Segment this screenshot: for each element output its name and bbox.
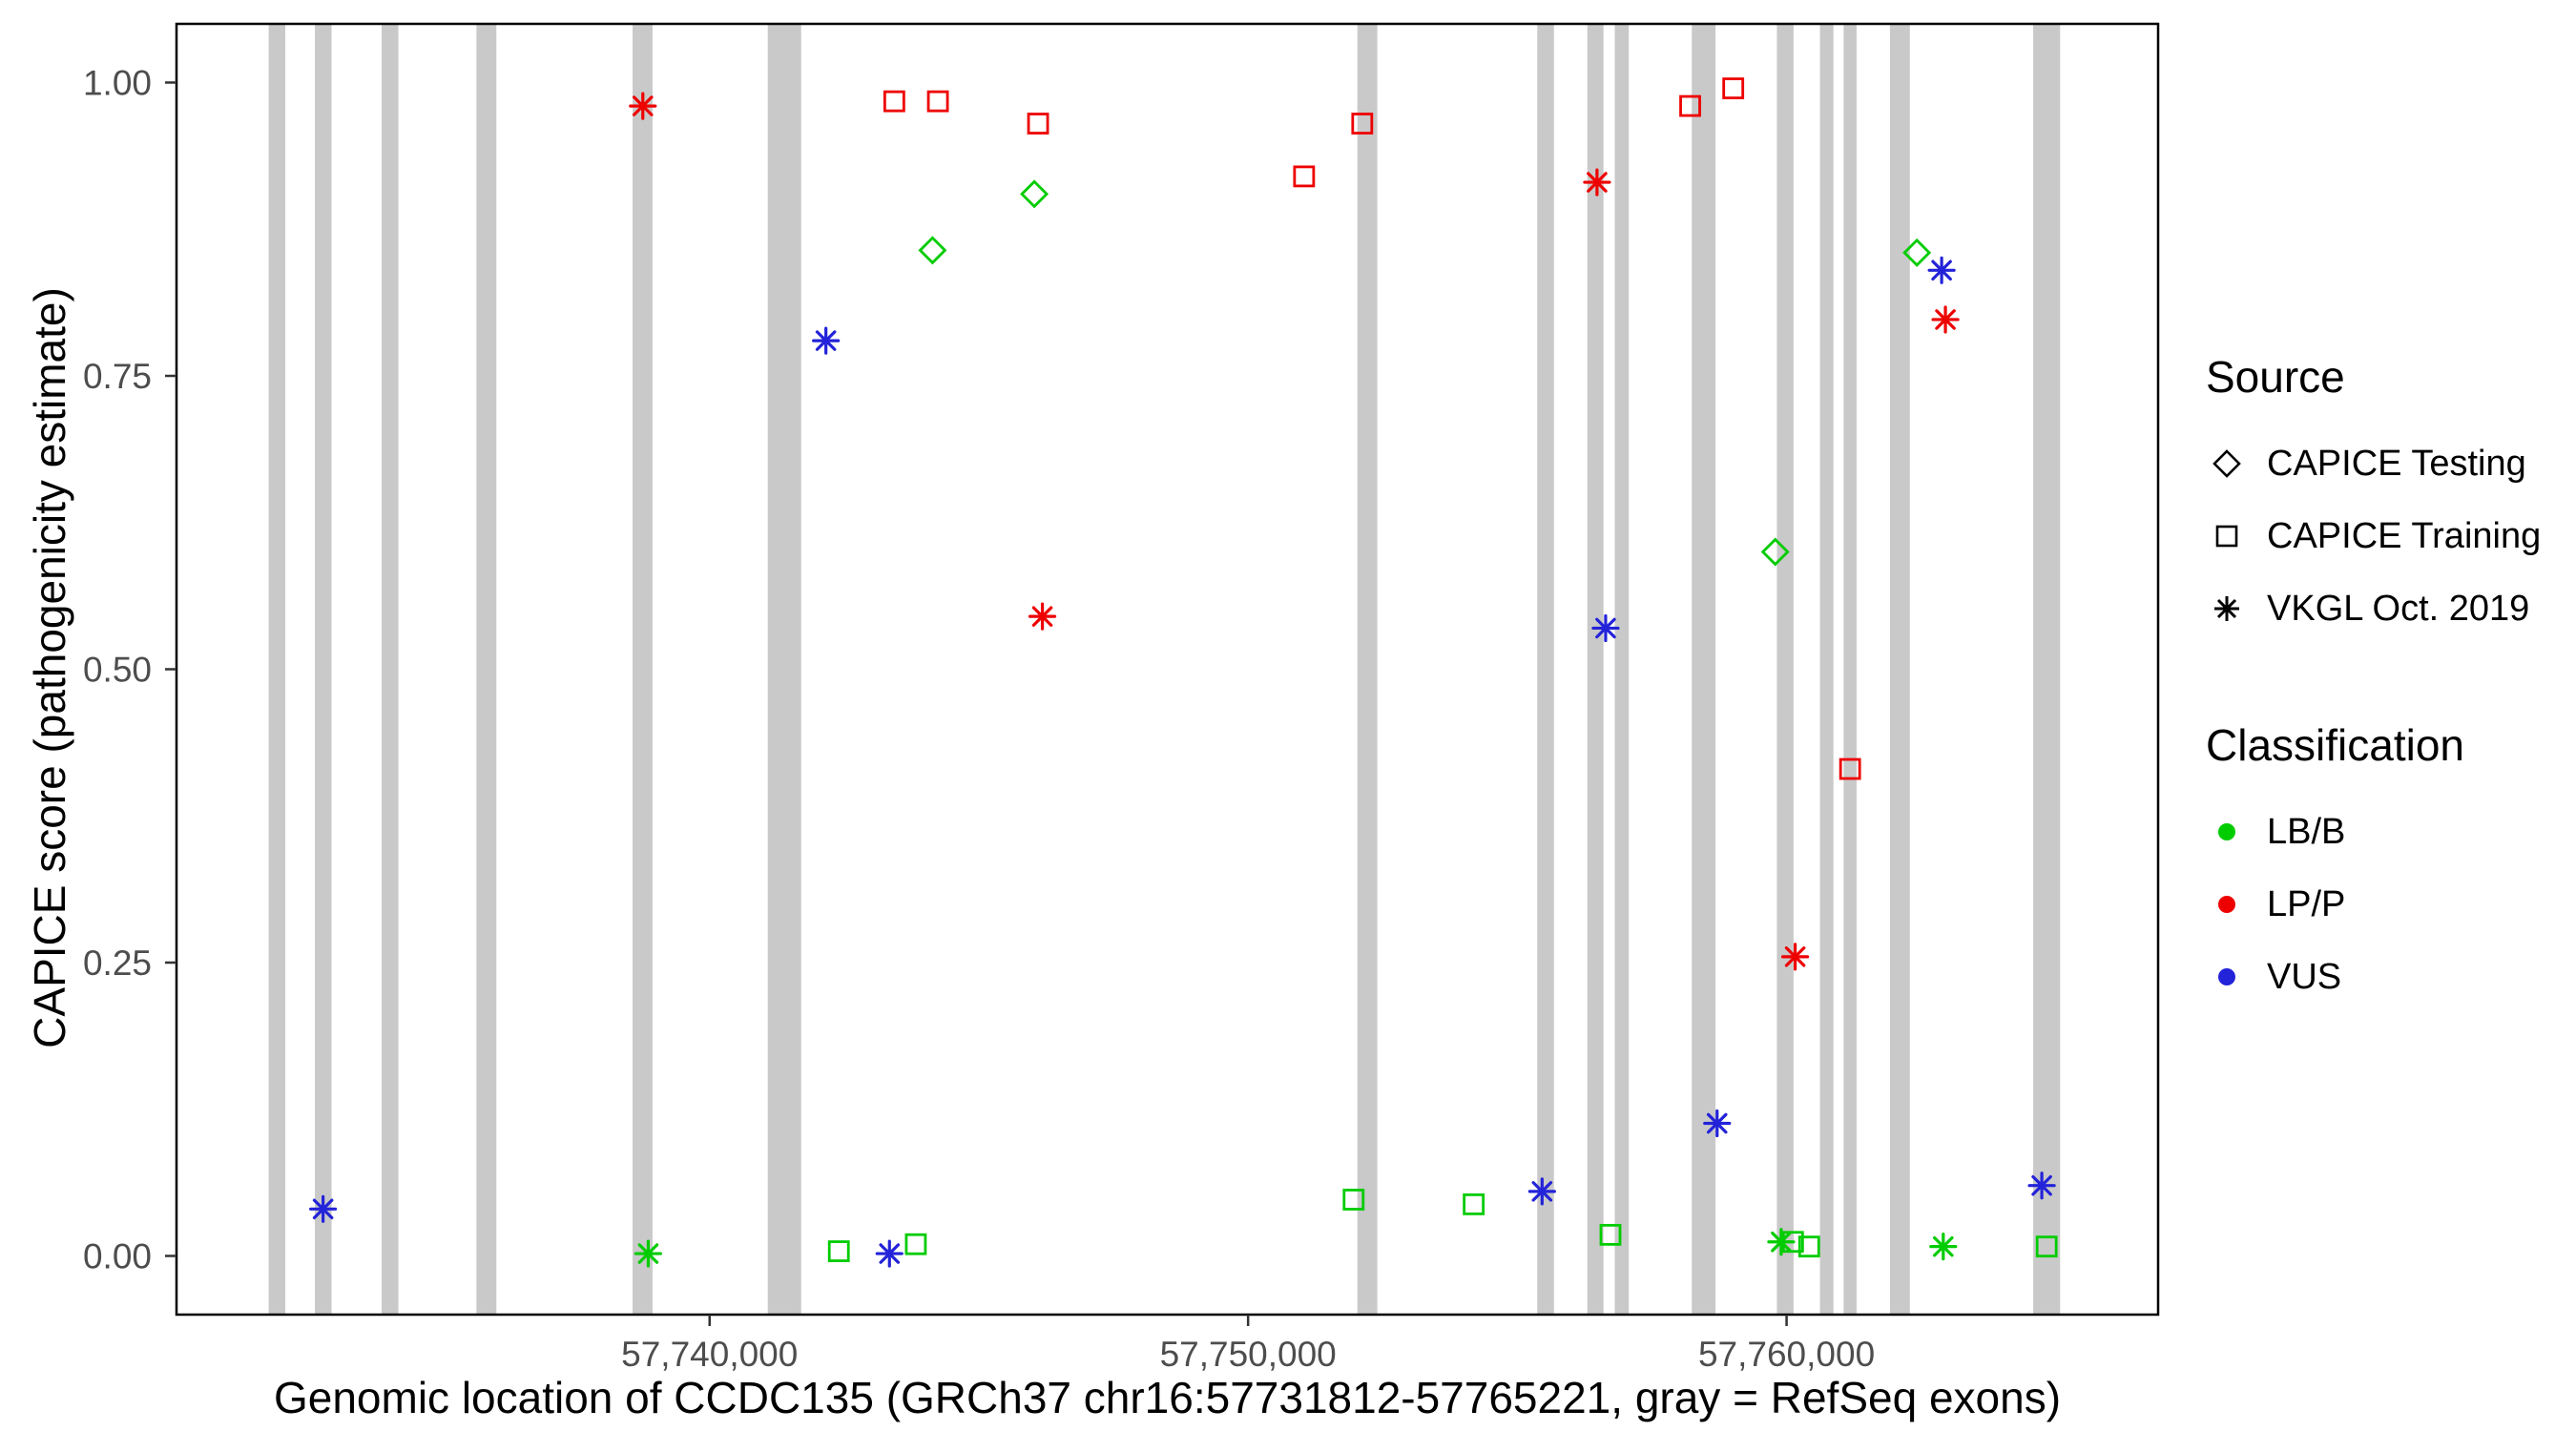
legend: Source CAPICE Testing CAPICE Training [2206, 351, 2574, 1013]
y-axis-tick-label: 0.75 [83, 357, 152, 396]
point-capice-training [1599, 1223, 1622, 1246]
legend-item-lpp: LP/P [2206, 868, 2574, 941]
point-vkgl [1703, 1109, 1732, 1138]
refseq-exon-bar [1692, 24, 1716, 1315]
point-capice-training [926, 90, 949, 113]
point-capice-training [1797, 1235, 1820, 1258]
point-capice-testing [918, 236, 947, 265]
y-axis-tick-label: 0.50 [83, 651, 152, 690]
point-capice-training [2035, 1235, 2058, 1258]
legend-item-label: CAPICE Training [2267, 515, 2542, 556]
point-capice-training [1781, 1231, 1804, 1254]
diamond-icon [2212, 449, 2241, 478]
point-capice-training [827, 1240, 850, 1262]
legend-item-lbb: LB/B [2206, 796, 2574, 868]
panel-border [175, 22, 2160, 1317]
legend-item-label: LB/B [2267, 811, 2346, 852]
refseq-exon-bar [315, 24, 332, 1315]
refseq-exon-bar [1819, 24, 1834, 1315]
refseq-exon-bar [767, 24, 801, 1315]
red-dot-icon [2218, 896, 2235, 913]
point-capice-training [904, 1233, 927, 1255]
legend-item-vkgl: VKGL Oct. 2019 [2206, 572, 2574, 645]
refseq-exon-bar [1537, 24, 1554, 1315]
refseq-exon-bar [1614, 24, 1630, 1315]
point-capice-training [1463, 1192, 1485, 1215]
legend-section-gap [2206, 645, 2574, 719]
point-capice-testing [1020, 179, 1049, 209]
refseq-exon-bar [1776, 24, 1794, 1315]
x-axis-tick-label: 57,760,000 [1698, 1335, 1875, 1374]
point-capice-testing [1760, 537, 1790, 567]
point-vkgl [1780, 943, 1810, 971]
refseq-exon-bar [633, 24, 653, 1315]
legend-item-label: VUS [2267, 956, 2342, 997]
point-vkgl [812, 326, 841, 355]
point-capice-training [1351, 113, 1374, 135]
refseq-exon-bar [1843, 24, 1857, 1315]
point-vkgl [1583, 168, 1611, 197]
legend-item-label: CAPICE Testing [2267, 443, 2526, 484]
point-vkgl [1929, 1233, 1958, 1261]
legend-item-capice-testing: CAPICE Testing [2206, 427, 2574, 500]
point-vkgl [2027, 1172, 2056, 1200]
point-capice-training [1679, 94, 1701, 117]
refseq-exon-bar [2033, 24, 2061, 1315]
y-axis-title: CAPICE score (pathogenicity estimate) [25, 287, 74, 1048]
legend-source-title: Source [2206, 352, 2345, 402]
point-vkgl [1527, 1177, 1556, 1206]
point-vkgl [1927, 256, 1956, 284]
refseq-exon-bar [1587, 24, 1604, 1315]
point-capice-training [1722, 77, 1745, 100]
point-capice-training [1027, 113, 1049, 135]
point-vkgl [875, 1239, 904, 1268]
point-vkgl [1591, 613, 1620, 643]
point-vkgl [1931, 305, 1960, 334]
point-vkgl [1028, 602, 1057, 631]
refseq-exon-bar [476, 24, 497, 1315]
refseq-exon-bar [1889, 24, 1910, 1315]
point-vkgl [309, 1194, 338, 1223]
point-capice-training [883, 90, 905, 113]
legend-item-vus: VUS [2206, 941, 2574, 1013]
legend-item-label: VKGL Oct. 2019 [2267, 588, 2530, 629]
legend-classification-title: Classification [2206, 720, 2464, 770]
refseq-exon-bar [1357, 24, 1378, 1315]
point-vkgl [629, 92, 657, 120]
refseq-exon-bar [382, 24, 399, 1315]
green-dot-icon [2218, 823, 2235, 840]
y-axis-tick-label: 0.00 [83, 1237, 152, 1276]
legend-item-capice-training: CAPICE Training [2206, 500, 2574, 572]
y-axis-tick-label: 1.00 [83, 64, 152, 103]
point-capice-training [1293, 165, 1316, 188]
y-axis-tick-label: 0.25 [83, 944, 152, 983]
point-capice-training [1839, 757, 1861, 780]
blue-dot-icon [2218, 968, 2235, 985]
legend-item-label: LP/P [2267, 883, 2346, 924]
x-axis-tick-label: 57,750,000 [1160, 1335, 1337, 1374]
point-capice-training [1342, 1189, 1365, 1211]
refseq-exon-bar [268, 24, 286, 1315]
square-icon [2215, 525, 2238, 548]
point-vkgl [1767, 1228, 1796, 1256]
point-vkgl [634, 1239, 663, 1268]
x-axis-tick-label: 57,740,000 [621, 1335, 798, 1374]
x-axis-title: Genomic location of CCDC135 (GRCh37 chr1… [273, 1373, 2062, 1422]
point-capice-testing [1902, 238, 1932, 267]
asterisk-icon [2214, 596, 2239, 621]
